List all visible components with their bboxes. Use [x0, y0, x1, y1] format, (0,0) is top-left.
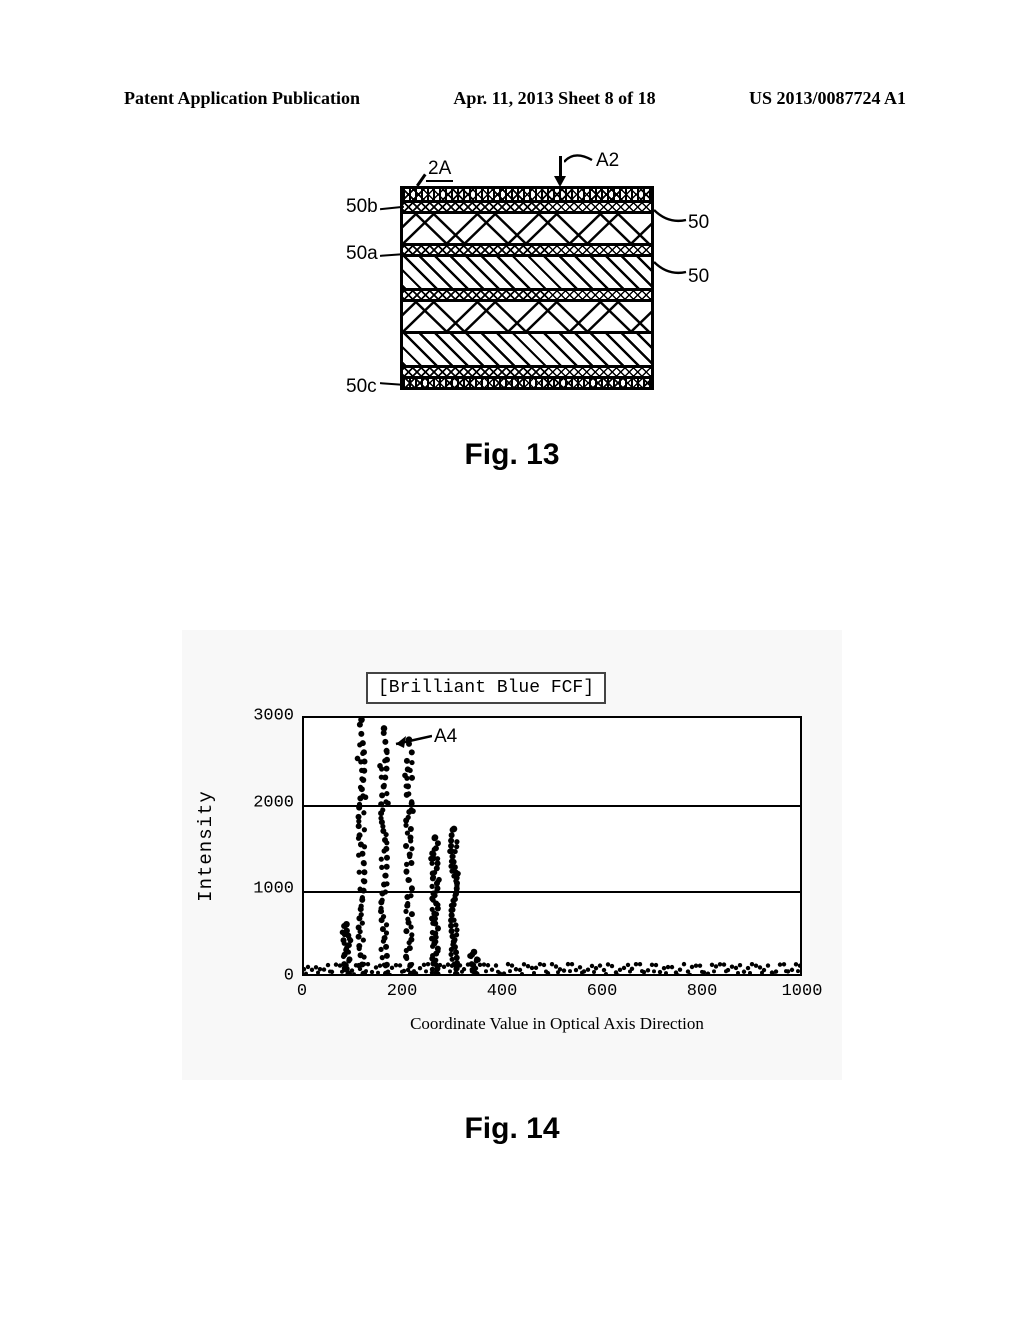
layer-herringbone-1: [400, 211, 654, 243]
fig13-label-2A: 2A: [426, 158, 453, 182]
ytick-label: 3000: [253, 707, 294, 726]
fig14-title: [Brilliant Blue FCF]: [366, 672, 606, 704]
arrow-A2-shaft: [559, 156, 562, 178]
figure-13: 2A A2 50b 50a 50c 50 50 Fig. 13: [292, 158, 732, 518]
herringbone-icon: [403, 214, 651, 244]
fig13-caption: Fig. 13: [292, 438, 732, 472]
fig13-label-50-top: 50: [688, 212, 709, 234]
header-right: US 2013/0087724 A1: [749, 88, 906, 109]
fig13-diagram: 2A A2 50b 50a 50c 50 50: [348, 158, 708, 398]
fig13-label-50a: 50a: [346, 243, 378, 265]
layer-outer-bottom: [400, 376, 654, 390]
layer-outer-top: [400, 186, 654, 200]
xtick-label: 800: [687, 982, 718, 1001]
layer-mid-thin: [400, 288, 654, 299]
xtick-label: 400: [487, 982, 518, 1001]
fig13-label-50-bot: 50: [688, 266, 709, 288]
layer-50b: [400, 200, 654, 211]
layer-50c: [400, 365, 654, 376]
gridline: [304, 891, 800, 893]
xtick-label: 0: [297, 982, 307, 1001]
arrow-A4: [388, 730, 432, 750]
layer-herringbone-2: [400, 299, 654, 331]
xtick-label: 600: [587, 982, 618, 1001]
xtick-label: 200: [387, 982, 418, 1001]
layer-50a: [400, 243, 654, 254]
layer-stack: [400, 186, 654, 390]
header-center: Apr. 11, 2013 Sheet 8 of 18: [453, 88, 655, 109]
fig14-plot-area: [302, 716, 802, 976]
figure-14: [Brilliant Blue FCF] Intensity A4 Coordi…: [162, 610, 862, 1170]
herringbone-icon: [403, 302, 651, 332]
leader-A2: [564, 154, 594, 172]
layer-hatch-ne: [400, 254, 654, 288]
arrow-down-icon: [554, 176, 566, 187]
leader-50-bot: [654, 258, 688, 280]
fig14-xlabel: Coordinate Value in Optical Axis Directi…: [182, 1014, 842, 1034]
ytick-label: 0: [284, 967, 294, 986]
tick-2A: [416, 174, 426, 187]
fig14-ylabel: Intensity: [195, 790, 217, 902]
fig14-caption: Fig. 14: [162, 1112, 862, 1146]
fig13-label-A2: A2: [596, 150, 619, 172]
gridline: [304, 805, 800, 807]
ytick-label: 2000: [253, 793, 294, 812]
page-header: Patent Application Publication Apr. 11, …: [0, 88, 1024, 109]
leader-50c: [380, 382, 404, 386]
fig14-series: [304, 718, 802, 976]
leader-50-top: [654, 206, 688, 228]
fig14-annot-A4: A4: [434, 726, 457, 748]
xtick-label: 1000: [782, 982, 823, 1001]
ytick-label: 1000: [253, 880, 294, 899]
header-left: Patent Application Publication: [124, 88, 360, 109]
fig13-label-50c: 50c: [346, 376, 377, 398]
fig14-chart: [Brilliant Blue FCF] Intensity A4 Coordi…: [182, 630, 842, 1080]
layer-hatch-ne-2: [400, 331, 654, 365]
fig13-label-50b: 50b: [346, 196, 378, 218]
